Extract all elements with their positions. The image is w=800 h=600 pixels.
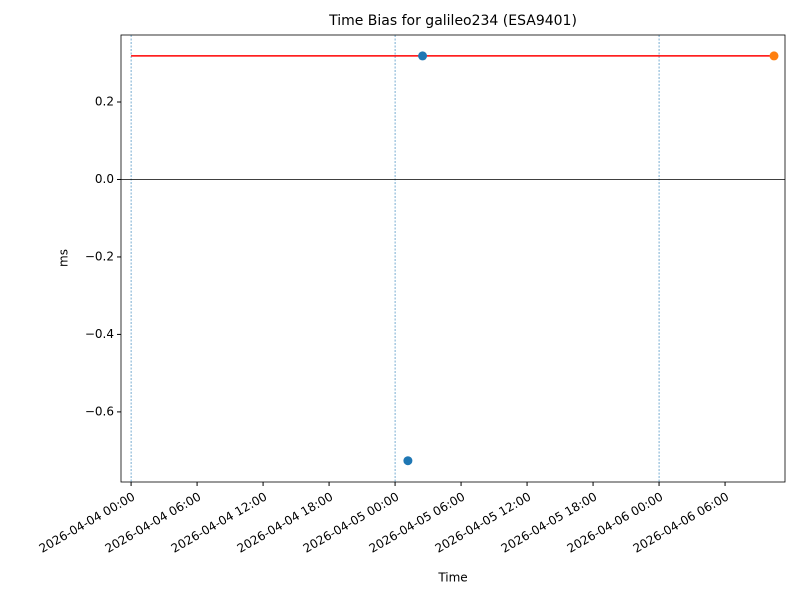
data-point [769,51,779,61]
y-tick-label: 0.0 [95,172,114,186]
y-axis-label: ms [57,249,71,267]
y-tick-label: −0.6 [85,404,114,418]
y-tick-label: −0.2 [85,249,114,263]
plot-frame [120,34,786,483]
x-axis-label: Time [437,571,467,585]
chart-title: Time Bias for galileo234 (ESA9401) [328,13,577,29]
y-tick-label: −0.4 [85,327,114,341]
y-tick-label: 0.2 [95,95,114,109]
data-point [403,456,413,466]
data-point [418,51,428,61]
